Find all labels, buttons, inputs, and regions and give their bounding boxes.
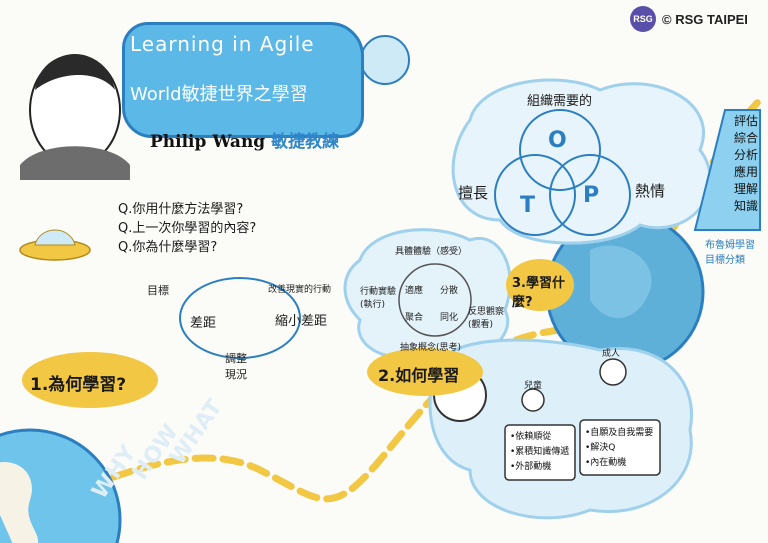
- globe-doodle-icon: [360, 35, 410, 85]
- speaker-role: 敏捷教練: [271, 132, 340, 152]
- child-item: •依賴順從: [510, 432, 552, 442]
- speaker-line: Philip Wang 敏捷教練: [150, 127, 339, 152]
- otp-letter-p: P: [583, 183, 600, 208]
- child-item: •外部動機: [510, 462, 552, 472]
- section2-blob: [367, 348, 483, 396]
- bloom-pyramid: [693, 109, 761, 231]
- question-list: Q.你用什麼方法學習? Q.上一次你學習的內容? Q.你為什麼學習?: [118, 198, 256, 255]
- bloom-levels: 評估 綜合 分析 應用 理解 知識: [700, 112, 758, 214]
- cycle-target: 目標: [147, 284, 169, 297]
- kolb-bottom: 抽象概念(思考): [400, 343, 462, 353]
- kolb-q3: 聚合: [405, 313, 424, 323]
- bloom-level: 理解: [733, 182, 758, 196]
- child-item: •累積知識傳遞: [510, 447, 570, 457]
- bloom-level: 應用: [733, 165, 758, 179]
- section1-blob: [22, 352, 158, 408]
- bloom-level: 綜合: [733, 131, 758, 145]
- cycle-adjust: 調整現況: [225, 352, 247, 381]
- section1-label: 1.為何學習?: [30, 375, 127, 395]
- adult-label: 成人: [602, 349, 621, 359]
- speaker-name: Philip Wang: [150, 132, 266, 152]
- title-line1: Learning in Agile: [130, 32, 315, 56]
- child-list: •依賴順從 •累積知識傳遞 •外部動機: [510, 430, 578, 475]
- cycle-shrink-gap: 縮小差距: [275, 314, 328, 329]
- child-icon: [521, 388, 545, 412]
- rsg-logo: RSG: [630, 6, 656, 32]
- otp-right: 熱情: [635, 182, 666, 200]
- adult-item: •自願及自我需要: [585, 428, 654, 438]
- title-line2: World敏捷世界之學習: [130, 84, 308, 105]
- kolb-top: 具體體驗（感受）: [395, 247, 468, 257]
- adult-item: •內在動機: [585, 458, 627, 468]
- kolb-q1: 適應: [405, 286, 424, 296]
- bloom-level: 分析: [733, 148, 758, 162]
- circle-t: [494, 154, 576, 236]
- adult-list: •自願及自我需要 •解決Q •內在動機: [585, 426, 663, 471]
- bloom-level: 評估: [733, 114, 758, 128]
- section3-blob: [506, 259, 574, 311]
- kolb-q2: 分散: [440, 286, 459, 296]
- circle-o: [519, 109, 601, 191]
- otp-letter-t: T: [520, 193, 536, 218]
- kolb-right: 反思觀察(觀看): [468, 307, 505, 330]
- question-item: Q.你為什麼學習?: [118, 240, 218, 255]
- otp-letter-o: O: [548, 128, 567, 153]
- question-item: Q.上一次你學習的內容?: [118, 221, 257, 236]
- cycle-gap: 差距: [190, 316, 217, 331]
- cycle-caption: 改善現實的行動: [268, 285, 332, 295]
- bloom-caption: 布魯姆學習目標分類: [705, 240, 755, 266]
- brand-name: © RSG TAIPEI: [662, 11, 748, 27]
- kolb-left: 行動實驗(執行): [360, 287, 397, 310]
- otp-left: 擅長: [458, 184, 489, 202]
- question-item: Q.你用什麼方法學習?: [118, 202, 244, 217]
- brand-badge: RSG © RSG TAIPEI: [630, 6, 748, 32]
- adult-item: •解決Q: [585, 443, 616, 453]
- kolb-q4: 同化: [440, 313, 459, 323]
- adult-icon: [599, 358, 627, 386]
- circle-p: [549, 154, 631, 236]
- gap-cycle: [179, 277, 301, 359]
- section2-label: 2.如何學習: [378, 366, 460, 385]
- child-label: 兒童: [524, 381, 543, 391]
- otp-header: 組織需要的: [527, 94, 593, 109]
- yellow-path: [6, 96, 764, 524]
- title-box: [122, 22, 364, 138]
- section3-label: 3.學習什麼?: [512, 276, 565, 310]
- bloom-level: 知識: [733, 199, 758, 213]
- globe-icon: [0, 428, 122, 543]
